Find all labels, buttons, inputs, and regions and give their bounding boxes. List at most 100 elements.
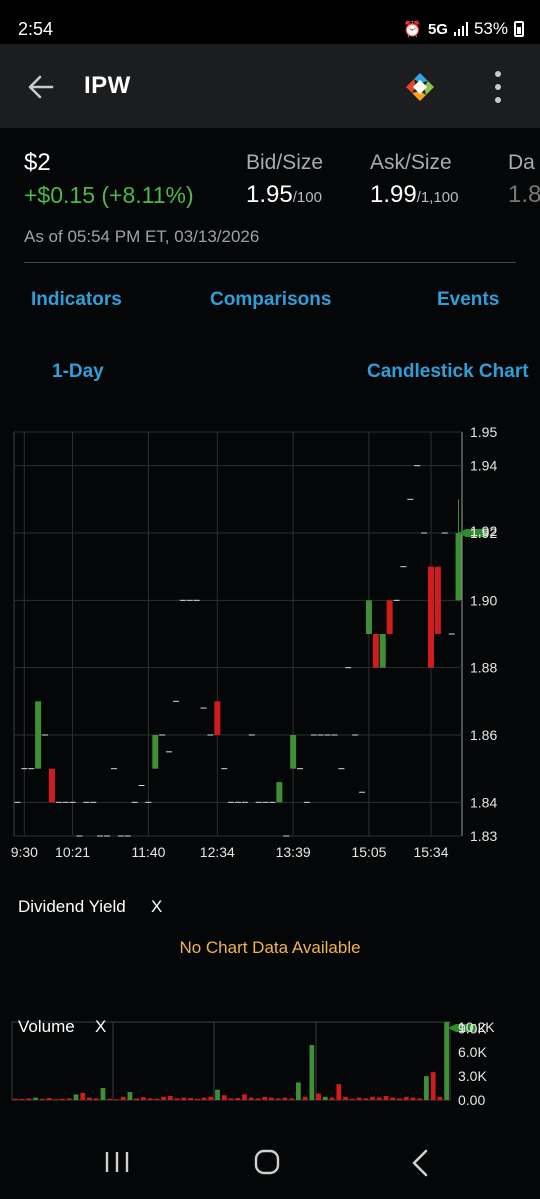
volume-bar bbox=[316, 1093, 321, 1100]
last-volume-label: 10.2K bbox=[458, 1019, 495, 1035]
volume-bar bbox=[309, 1045, 315, 1100]
volume-label: Volume bbox=[18, 1017, 75, 1036]
bid-label: Bid/Size bbox=[246, 151, 324, 174]
tab-comparisons[interactable]: Comparisons bbox=[210, 289, 332, 310]
volume-bar bbox=[437, 1096, 443, 1100]
tab-indicators[interactable]: Indicators bbox=[31, 289, 122, 310]
volume-y-tick-label: 3.0K bbox=[458, 1068, 487, 1084]
volume-bar bbox=[154, 1098, 160, 1100]
tab-events[interactable]: Events bbox=[437, 289, 500, 310]
volume-bar bbox=[174, 1098, 180, 1100]
status-time: 2:54 bbox=[18, 19, 54, 39]
y-tick-label: 1.95 bbox=[470, 424, 497, 440]
last-price: $2 bbox=[24, 149, 51, 176]
divider bbox=[24, 262, 516, 263]
chart-grid bbox=[13, 431, 463, 837]
volume-bar bbox=[424, 1076, 429, 1100]
last-price-marker bbox=[458, 529, 488, 537]
volume-bar bbox=[201, 1097, 207, 1100]
dividend-yield-label: Dividend Yield bbox=[18, 897, 126, 916]
volume-bar bbox=[322, 1096, 328, 1100]
volume-bar bbox=[390, 1097, 396, 1100]
volume-bar bbox=[80, 1092, 86, 1100]
candle bbox=[276, 782, 283, 803]
volume-bar bbox=[33, 1097, 38, 1100]
chevron-left-icon[interactable] bbox=[408, 1149, 432, 1177]
candle bbox=[48, 768, 55, 803]
candle bbox=[386, 600, 393, 634]
volume-y-tick-label: 9.0K bbox=[458, 1020, 487, 1036]
ask-label: Ask/Size bbox=[370, 151, 452, 174]
volume-bar bbox=[349, 1098, 355, 1100]
volume-bar bbox=[430, 1072, 436, 1100]
volume-bar bbox=[228, 1098, 234, 1100]
day-range-value: 1.8 bbox=[508, 181, 540, 208]
dividend-yield-remove-button[interactable]: X bbox=[151, 897, 163, 916]
x-tick-label: 11:40 bbox=[131, 844, 165, 860]
volume-bar bbox=[39, 1098, 45, 1100]
volume-bar bbox=[134, 1098, 140, 1100]
x-tick-label: 15:34 bbox=[413, 844, 448, 860]
app-logo-icon[interactable] bbox=[404, 71, 436, 103]
volume-grid bbox=[11, 1021, 451, 1101]
volume-bar bbox=[215, 1089, 220, 1100]
volume-bar bbox=[255, 1098, 261, 1100]
price-change: +$0.15 (+8.11%) bbox=[24, 182, 194, 208]
volume-bar bbox=[13, 1098, 18, 1100]
volume-bar bbox=[275, 1098, 281, 1100]
volume-bar bbox=[93, 1098, 99, 1100]
volume-bars bbox=[13, 1022, 476, 1100]
page-title: IPW bbox=[84, 72, 131, 99]
volume-bar bbox=[46, 1098, 52, 1100]
recents-icon[interactable] bbox=[102, 1150, 132, 1174]
volume-bar bbox=[127, 1092, 133, 1100]
volume-bar bbox=[403, 1096, 409, 1100]
volume-bar bbox=[120, 1096, 126, 1100]
x-tick-label: 12:34 bbox=[200, 844, 235, 860]
battery-percent: 53% bbox=[473, 19, 508, 38]
volume-bar bbox=[141, 1097, 146, 1100]
volume-bar bbox=[343, 1096, 348, 1100]
last-volume-marker bbox=[448, 1024, 476, 1032]
y-tick-label: 1.84 bbox=[470, 794, 497, 810]
home-icon[interactable] bbox=[254, 1149, 280, 1175]
volume-bar bbox=[242, 1094, 247, 1100]
bid-value: 1.95/100 bbox=[246, 181, 322, 209]
candle bbox=[455, 533, 462, 601]
candle bbox=[372, 634, 379, 668]
volume-bar bbox=[114, 1099, 119, 1100]
chart-type-selector[interactable]: Candlestick Chart bbox=[367, 361, 529, 382]
volume-frame bbox=[11, 1021, 451, 1101]
network-type: 5G bbox=[427, 20, 448, 38]
volume-bar bbox=[248, 1097, 254, 1100]
volume-bar bbox=[181, 1097, 187, 1100]
y-axis-labels: 1.831.841.861.881.901.921.941.951.92 bbox=[470, 424, 497, 844]
y-tick-label: 1.90 bbox=[470, 592, 497, 608]
arrow-left-icon[interactable] bbox=[24, 70, 58, 104]
y-tick-label: 1.92 bbox=[470, 525, 497, 541]
period-selector[interactable]: 1-Day bbox=[52, 361, 104, 382]
volume-bar bbox=[370, 1096, 375, 1100]
volume-bar bbox=[87, 1097, 92, 1100]
volume-remove-button[interactable]: X bbox=[95, 1017, 107, 1036]
volume-bar bbox=[194, 1098, 200, 1100]
alarm-icon: ⏰ bbox=[403, 21, 422, 38]
candlestick-chart[interactable]: 1.831.841.861.881.901.921.941.951.92 9:3… bbox=[0, 420, 540, 870]
volume-bar bbox=[383, 1096, 389, 1100]
x-axis-labels: 9:30 10:21 11:40 12:34 13:39 15:05 15:34 bbox=[11, 844, 449, 860]
more-vertical-icon[interactable] bbox=[484, 68, 512, 106]
x-tick-label: 9:30 bbox=[11, 844, 38, 860]
battery-icon bbox=[514, 21, 524, 37]
volume-bar bbox=[100, 1088, 106, 1100]
x-tick-label: 15:05 bbox=[351, 844, 386, 860]
volume-bar bbox=[167, 1096, 173, 1100]
volume-bar bbox=[208, 1096, 214, 1100]
y-tick-label: 1.83 bbox=[470, 828, 497, 844]
volume-bar bbox=[235, 1098, 241, 1100]
x-tick-label: 10:21 bbox=[55, 844, 90, 860]
volume-bar bbox=[376, 1097, 382, 1100]
last-price-label: 1.92 bbox=[470, 523, 497, 539]
volume-bar bbox=[410, 1097, 416, 1100]
volume-bar bbox=[269, 1097, 274, 1100]
